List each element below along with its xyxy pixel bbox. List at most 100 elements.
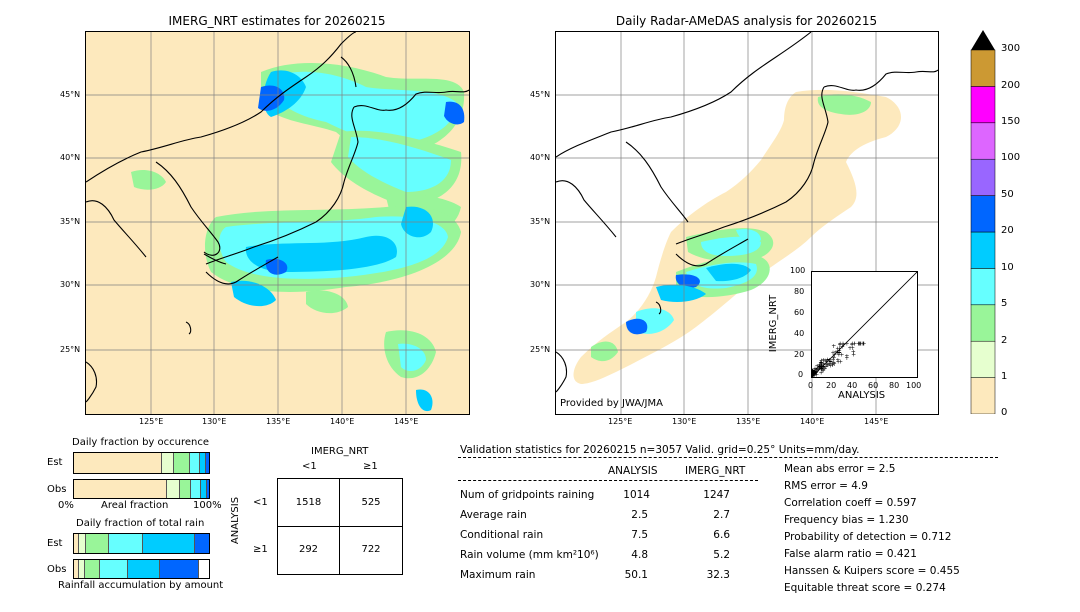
left-lon-label: 135°E — [266, 417, 291, 426]
left-lat-label: 40°N — [60, 153, 81, 162]
scatter-point: + — [812, 369, 817, 376]
validation-row-analysis: 50.1 — [624, 569, 648, 581]
right-lon-label: 130°E — [672, 417, 697, 426]
colorbar — [968, 30, 998, 414]
scatter-point: + — [812, 371, 815, 377]
scatter-point: + — [818, 364, 823, 371]
left-lat-label: 30°N — [60, 280, 81, 289]
scatter-point: + — [813, 368, 818, 375]
colorbar-label: 200 — [1001, 80, 1021, 91]
right-lon-label: 125°E — [608, 417, 633, 426]
colorbar-label: 300 — [1001, 43, 1021, 54]
left-lat-label: 25°N — [60, 345, 81, 354]
right-lat-label: 30°N — [530, 280, 551, 289]
contingency-cell: 722 — [361, 544, 381, 555]
left-map-gridlines — [86, 32, 469, 414]
scatter-point: + — [827, 357, 832, 364]
scatter-point: + — [823, 364, 828, 371]
validation-row-imerg: 6.6 — [713, 529, 730, 541]
scatter-point: + — [812, 369, 817, 376]
scatter-point: + — [858, 340, 863, 347]
colorbar-segment — [970, 195, 996, 233]
right-lat-label: 40°N — [530, 153, 551, 162]
contingency-row-lt: <1 — [253, 497, 268, 508]
scatter-point: + — [831, 349, 836, 356]
scatter-point: + — [838, 359, 843, 366]
left-lon-label: 140°E — [330, 417, 355, 426]
scatter-point: + — [812, 371, 817, 377]
contingency-table: 1518 525 292 722 — [277, 478, 403, 575]
scatter-point: + — [812, 373, 815, 377]
scatter-point: + — [817, 363, 822, 370]
scatter-point: + — [816, 366, 821, 373]
validation-col-imerg: IMERG_NRT — [685, 465, 746, 477]
scatter-point: + — [821, 364, 826, 371]
scatter-point: + — [812, 373, 815, 377]
scatter-point: + — [817, 362, 822, 369]
scatter-xtick: 40 — [847, 381, 858, 390]
scatter-point: + — [819, 363, 824, 370]
colorbar-label: 10 — [1001, 262, 1014, 273]
scatter-point: + — [857, 340, 862, 347]
total-rain-est-bar — [73, 533, 210, 554]
scatter-point: + — [835, 349, 840, 356]
scatter-point: + — [812, 372, 815, 377]
scatter-point: + — [812, 368, 817, 375]
scatter-xtick: 100 — [906, 381, 922, 390]
scatter-point: + — [815, 363, 820, 370]
scatter-point: + — [812, 371, 815, 377]
left-map-rain-field — [131, 62, 465, 412]
validation-row-imerg: 1247 — [703, 489, 730, 501]
scatter-point: + — [819, 366, 824, 373]
scatter-point: + — [825, 357, 830, 364]
occurrence-obs-label: Obs — [47, 484, 67, 495]
scatter-point: + — [850, 345, 855, 352]
validation-row-imerg: 32.3 — [706, 569, 730, 581]
scatter-point: + — [860, 340, 865, 347]
occurrence-obs-bar — [73, 479, 210, 499]
scatter-point: + — [861, 340, 866, 347]
scatter-point: + — [812, 369, 817, 376]
scatter-point: + — [818, 364, 823, 371]
scatter-point: + — [812, 372, 816, 377]
occurrence-axis-left: 0% — [58, 500, 74, 511]
scatter-point: + — [850, 341, 855, 348]
scatter-point: + — [857, 340, 862, 347]
scatter-point: + — [824, 361, 829, 368]
scatter-xtick: 60 — [868, 381, 879, 390]
scatter-point: + — [831, 354, 836, 361]
colorbar-segment — [970, 86, 996, 124]
validation-row-analysis: 7.5 — [631, 529, 648, 541]
scatter-point: + — [819, 360, 824, 367]
scatter-point: + — [812, 373, 815, 377]
validation-score: Probability of detection = 0.712 — [784, 531, 952, 543]
scatter-point: + — [852, 340, 857, 347]
scatter-point: + — [821, 357, 826, 364]
scatter-point: + — [812, 368, 815, 375]
scatter-point: + — [812, 368, 815, 375]
scatter-point: + — [817, 364, 822, 371]
scatter-point: + — [812, 369, 815, 376]
scatter-point: + — [832, 361, 837, 368]
scatter-point: + — [837, 350, 842, 357]
colorbar-segment — [970, 340, 996, 378]
scatter-point: + — [812, 369, 815, 376]
right-lat-label: 35°N — [530, 217, 551, 226]
left-map-panel — [85, 31, 470, 415]
scatter-point: + — [837, 348, 842, 355]
scatter-point: + — [815, 366, 820, 373]
scatter-point: + — [812, 368, 816, 375]
scatter-point: + — [812, 368, 816, 375]
colorbar-label: 5 — [1001, 298, 1008, 309]
scatter-point: + — [835, 357, 840, 364]
scatter-point: + — [819, 361, 824, 368]
scatter-point: + — [844, 340, 849, 347]
scatter-point: + — [812, 370, 815, 377]
scatter-point: + — [812, 368, 815, 375]
scatter-point: + — [813, 370, 818, 377]
scatter-point: + — [830, 362, 835, 369]
validation-row-label: Maximum rain — [460, 569, 536, 581]
scatter-point: + — [827, 361, 832, 368]
scatter-point: + — [812, 371, 815, 377]
validation-col-rule — [458, 480, 758, 481]
